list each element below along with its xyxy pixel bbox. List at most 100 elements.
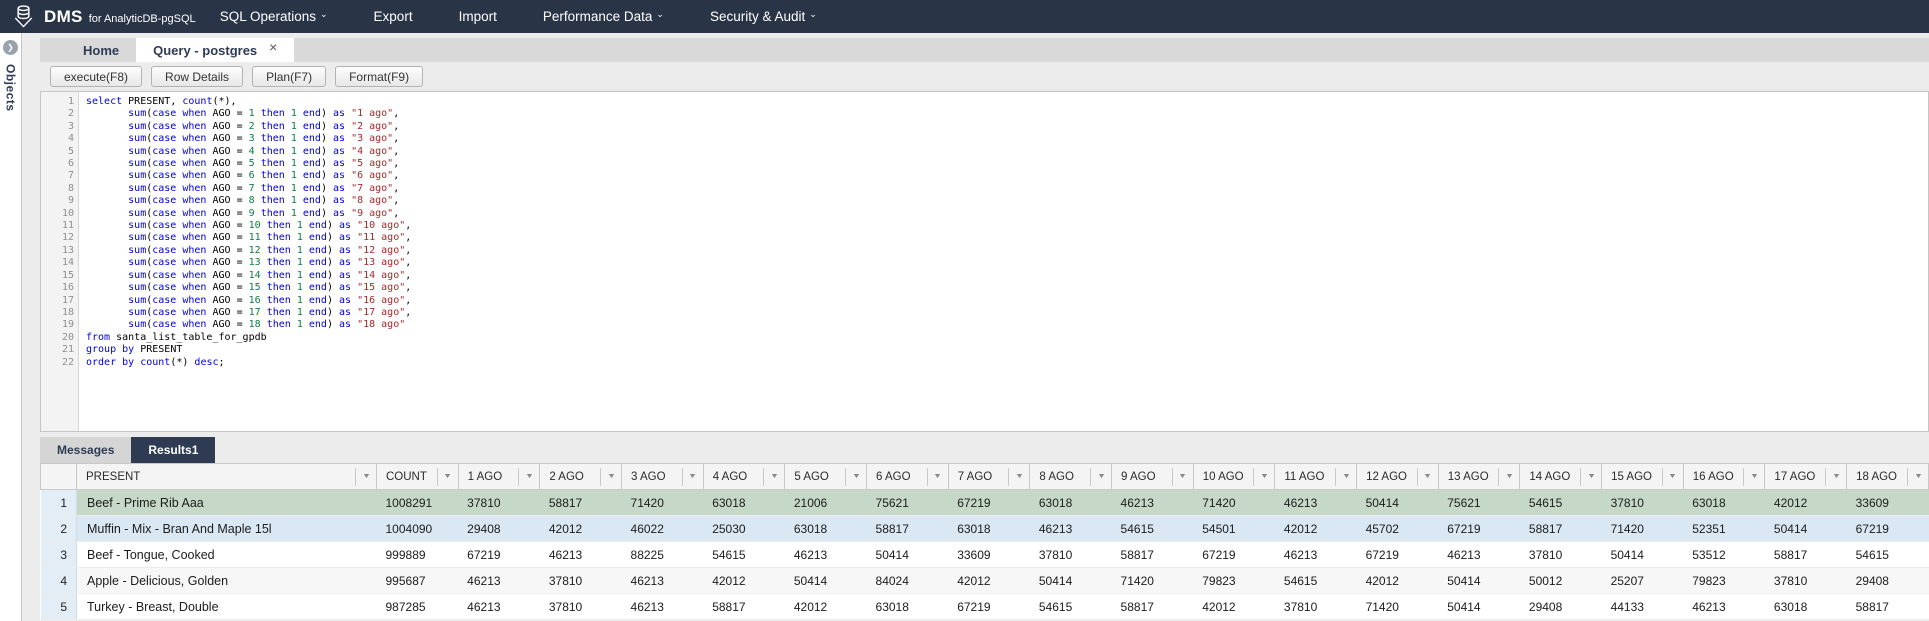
value-cell[interactable]: 63018 [948, 515, 1030, 542]
value-cell[interactable]: 50414 [1438, 593, 1520, 620]
value-cell[interactable]: 46213 [458, 593, 540, 620]
present-cell[interactable]: Apple - Delicious, Golden [76, 567, 377, 594]
tab-home[interactable]: Home [66, 38, 136, 62]
column-header-4-ago[interactable]: 4 AGO ▼ [702, 463, 786, 490]
value-cell[interactable]: 42012 [1764, 489, 1847, 516]
row-number-cell[interactable]: 1 [40, 489, 77, 516]
value-cell[interactable]: 75621 [866, 489, 949, 516]
column-filter-button[interactable]: ▼ [1253, 467, 1274, 486]
value-cell[interactable]: 75621 [1438, 489, 1520, 516]
present-cell[interactable]: Beef - Prime Rib Aaa [76, 489, 377, 516]
column-header-15-ago[interactable]: 15 AGO ▼ [1601, 463, 1684, 490]
column-header-10-ago[interactable]: 10 AGO ▼ [1192, 463, 1276, 490]
value-cell[interactable]: 46213 [784, 541, 867, 568]
column-filter-button[interactable]: ▼ [355, 467, 376, 486]
column-header-8-ago[interactable]: 8 AGO ▼ [1029, 463, 1113, 490]
value-cell[interactable]: 29408 [1519, 593, 1602, 620]
column-filter-button[interactable]: ▼ [845, 467, 866, 486]
value-cell[interactable]: 67219 [1438, 515, 1520, 542]
value-cell[interactable]: 63018 [866, 593, 949, 620]
value-cell[interactable]: 54615 [1029, 593, 1112, 620]
present-cell[interactable]: Beef - Tongue, Cooked [76, 541, 377, 568]
column-header-present[interactable]: PRESENT ▼ [76, 463, 377, 490]
value-cell[interactable]: 63018 [703, 489, 785, 516]
column-header-18-ago[interactable]: 18 AGO ▼ [1846, 463, 1929, 490]
value-cell[interactable]: 67219 [458, 541, 540, 568]
sql-editor[interactable]: 1 2 3 4 5 6 7 8 9 10 11 12 13 14 15 16 17 18 19 20 21 22 sele… [40, 91, 1929, 432]
value-cell[interactable]: 46213 [621, 567, 704, 594]
value-cell[interactable]: 58817 [703, 593, 785, 620]
value-cell[interactable]: 46213 [1274, 541, 1357, 568]
value-cell[interactable]: 46213 [1274, 489, 1357, 516]
value-cell[interactable]: 37810 [1274, 593, 1357, 620]
value-cell[interactable]: 71420 [1356, 593, 1439, 620]
value-cell[interactable]: 54615 [1846, 541, 1929, 568]
value-cell[interactable]: 54615 [1111, 515, 1194, 542]
value-cell[interactable]: 54615 [703, 541, 785, 568]
value-cell[interactable]: 46213 [1111, 489, 1194, 516]
column-filter-button[interactable]: ▼ [1907, 467, 1928, 486]
value-cell[interactable]: 42012 [539, 515, 622, 542]
column-filter-button[interactable]: ▼ [600, 467, 621, 486]
row-number-cell[interactable]: 2 [40, 515, 77, 542]
value-cell[interactable]: 71420 [621, 489, 704, 516]
column-filter-button[interactable]: ▼ [1171, 467, 1193, 486]
results-tab-messages[interactable]: Messages [40, 437, 132, 463]
column-filter-button[interactable]: ▼ [1580, 467, 1601, 486]
value-cell[interactable]: 37810 [1519, 541, 1602, 568]
value-cell[interactable]: 46213 [539, 541, 622, 568]
column-filter-button[interactable]: ▼ [436, 467, 458, 486]
value-cell[interactable]: 21006 [784, 489, 867, 516]
table-row[interactable]: 4 Apple - Delicious, Golden 995687 46213 378… [40, 567, 1929, 594]
value-cell[interactable]: 50414 [1029, 567, 1112, 594]
column-filter-button[interactable]: ▼ [763, 467, 784, 486]
present-cell[interactable]: Turkey - Breast, Double [76, 593, 377, 620]
value-cell[interactable]: 50414 [866, 541, 949, 568]
row-number-cell[interactable]: 3 [40, 541, 77, 568]
column-header-3-ago[interactable]: 3 AGO ▼ [621, 463, 704, 490]
value-cell[interactable]: 29408 [1846, 567, 1929, 594]
value-cell[interactable]: 987285 [376, 593, 459, 620]
value-cell[interactable]: 45702 [1356, 515, 1439, 542]
value-cell[interactable]: 58817 [1111, 593, 1194, 620]
column-header-6-ago[interactable]: 6 AGO ▼ [866, 463, 949, 490]
plan-f7-button[interactable]: Plan(F7) [252, 66, 327, 87]
column-filter-button[interactable]: ▼ [1743, 467, 1764, 486]
value-cell[interactable]: 63018 [784, 515, 867, 542]
expand-sidebar-button[interactable]: ❯ [3, 40, 18, 55]
value-cell[interactable]: 46213 [621, 593, 704, 620]
objects-sidebar-collapsed[interactable]: ❯ Objects [0, 33, 22, 621]
sql-code[interactable]: select PRESENT, count(*), sum(case when … [79, 92, 411, 431]
value-cell[interactable]: 67219 [948, 593, 1030, 620]
value-cell[interactable]: 71420 [1111, 567, 1194, 594]
value-cell[interactable]: 79823 [1193, 567, 1275, 594]
column-header-11-ago[interactable]: 11 AGO ▼ [1274, 463, 1358, 490]
value-cell[interactable]: 50414 [784, 567, 867, 594]
close-tab-icon[interactable]: × [269, 39, 278, 55]
value-cell[interactable]: 37810 [539, 567, 622, 594]
value-cell[interactable]: 37810 [1601, 489, 1684, 516]
value-cell[interactable]: 50414 [1601, 541, 1684, 568]
column-filter-button[interactable]: ▼ [1335, 467, 1356, 486]
nav-item-export[interactable]: Export [374, 9, 413, 24]
value-cell[interactable]: 995687 [376, 567, 459, 594]
column-filter-button[interactable]: ▼ [926, 467, 948, 486]
value-cell[interactable]: 42012 [1356, 567, 1439, 594]
column-header-2-ago[interactable]: 2 AGO ▼ [539, 463, 623, 490]
value-cell[interactable]: 50414 [1764, 515, 1847, 542]
value-cell[interactable]: 29408 [458, 515, 540, 542]
column-header-5-ago[interactable]: 5 AGO ▼ [784, 463, 868, 490]
value-cell[interactable]: 46213 [458, 567, 540, 594]
format-f9-button[interactable]: Format(F9) [335, 66, 424, 87]
value-cell[interactable]: 67219 [1846, 515, 1929, 542]
value-cell[interactable]: 58817 [539, 489, 622, 516]
value-cell[interactable]: 63018 [1764, 593, 1847, 620]
value-cell[interactable]: 44133 [1601, 593, 1684, 620]
column-filter-button[interactable]: ▼ [1498, 467, 1519, 486]
value-cell[interactable]: 67219 [1193, 541, 1275, 568]
tab-query-postgres[interactable]: Query - postgres × [136, 38, 295, 62]
value-cell[interactable]: 46213 [1029, 515, 1112, 542]
value-cell[interactable]: 67219 [1356, 541, 1439, 568]
value-cell[interactable]: 42012 [1193, 593, 1275, 620]
value-cell[interactable]: 58817 [1519, 515, 1602, 542]
